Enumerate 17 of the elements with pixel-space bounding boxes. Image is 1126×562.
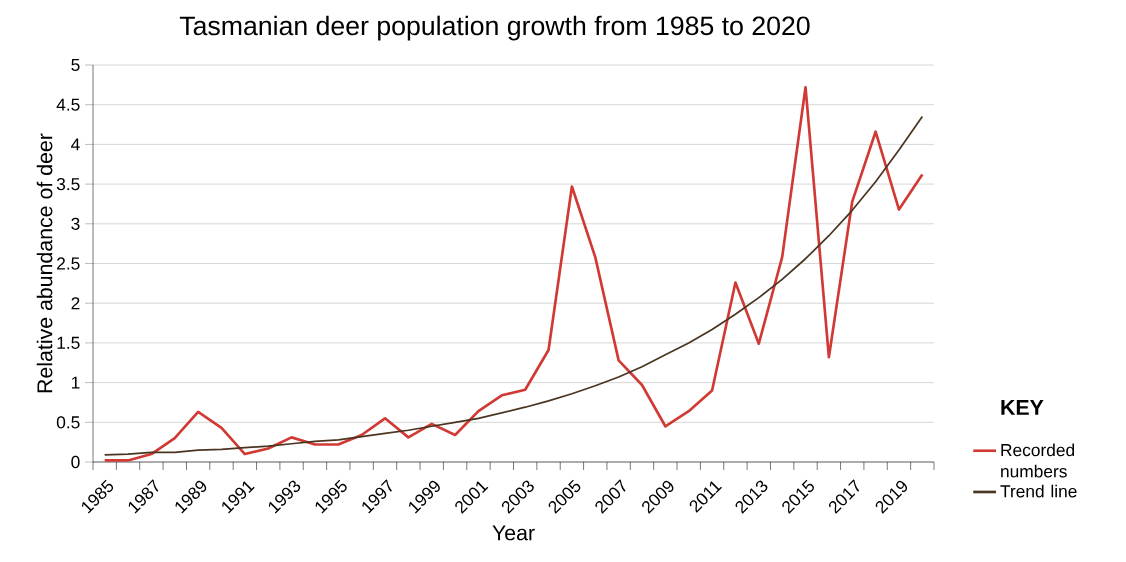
- y-tick-label: 4: [71, 138, 80, 151]
- chart-title: Tasmanian deer population growth from 1985 to 2020: [179, 15, 810, 41]
- y-tick-label: 5: [71, 58, 80, 72]
- y-tick-label: 2: [71, 297, 80, 310]
- y-tick-label: 0: [71, 455, 80, 469]
- y-tick-label: 3.5: [56, 177, 80, 191]
- x-axis-title: Year: [492, 525, 535, 541]
- y-axis-title: Relative abundance of deer: [36, 133, 53, 393]
- y-tick-label: 3: [71, 217, 80, 230]
- y-tick-label: 2.5: [57, 257, 80, 270]
- y-tick-label: 1: [71, 376, 80, 389]
- y-tick-label: 4.5: [56, 98, 80, 111]
- y-tick-label: 1.5: [57, 336, 80, 349]
- legend-label: Trend line: [1000, 484, 1077, 498]
- y-tick-label: 0.5: [56, 416, 80, 429]
- legend-label: Recorded numbers: [1001, 443, 1075, 478]
- legend-title: KEY: [1001, 400, 1044, 415]
